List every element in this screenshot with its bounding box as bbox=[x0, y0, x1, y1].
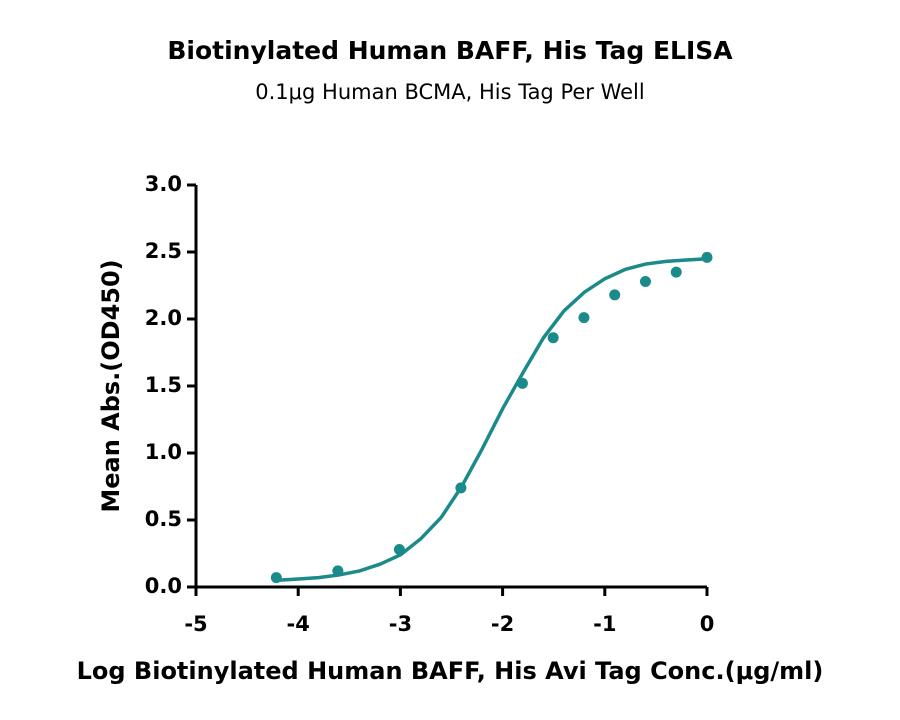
data-point bbox=[455, 482, 467, 494]
data-point bbox=[332, 565, 344, 577]
data-point bbox=[578, 312, 590, 324]
data-point bbox=[701, 251, 713, 263]
data-point bbox=[670, 266, 682, 278]
x-tick-label: 0 bbox=[700, 612, 715, 636]
x-tick-label: -2 bbox=[491, 612, 514, 636]
data-point bbox=[393, 543, 405, 555]
data-point bbox=[270, 572, 282, 584]
data-point bbox=[639, 275, 651, 287]
chart-title: Biotinylated Human BAFF, His Tag ELISA bbox=[167, 36, 733, 65]
x-tick-label: -5 bbox=[184, 612, 207, 636]
y-tick-label: 1.5 bbox=[145, 373, 182, 397]
x-tick-label: -4 bbox=[287, 612, 310, 636]
y-axis-title: Mean Abs.(OD450) bbox=[97, 259, 125, 512]
chart-subtitle: 0.1μg Human BCMA, His Tag Per Well bbox=[255, 80, 644, 104]
fit-curve bbox=[277, 256, 708, 583]
x-axis-title: Log Biotinylated Human BAFF, His Avi Tag… bbox=[77, 657, 824, 685]
x-tick-label: -1 bbox=[593, 612, 616, 636]
x-tick-label: -3 bbox=[389, 612, 412, 636]
y-tick-label: 0.0 bbox=[145, 574, 182, 598]
y-tick-label: 0.5 bbox=[145, 507, 182, 531]
y-tick-label: 1.0 bbox=[145, 440, 182, 464]
y-tick-label: 3.0 bbox=[145, 172, 182, 196]
data-point bbox=[547, 332, 559, 344]
data-point bbox=[516, 377, 528, 389]
y-tick-label: 2.0 bbox=[145, 306, 182, 330]
y-tick-label: 2.5 bbox=[145, 239, 182, 263]
data-point bbox=[609, 289, 621, 301]
